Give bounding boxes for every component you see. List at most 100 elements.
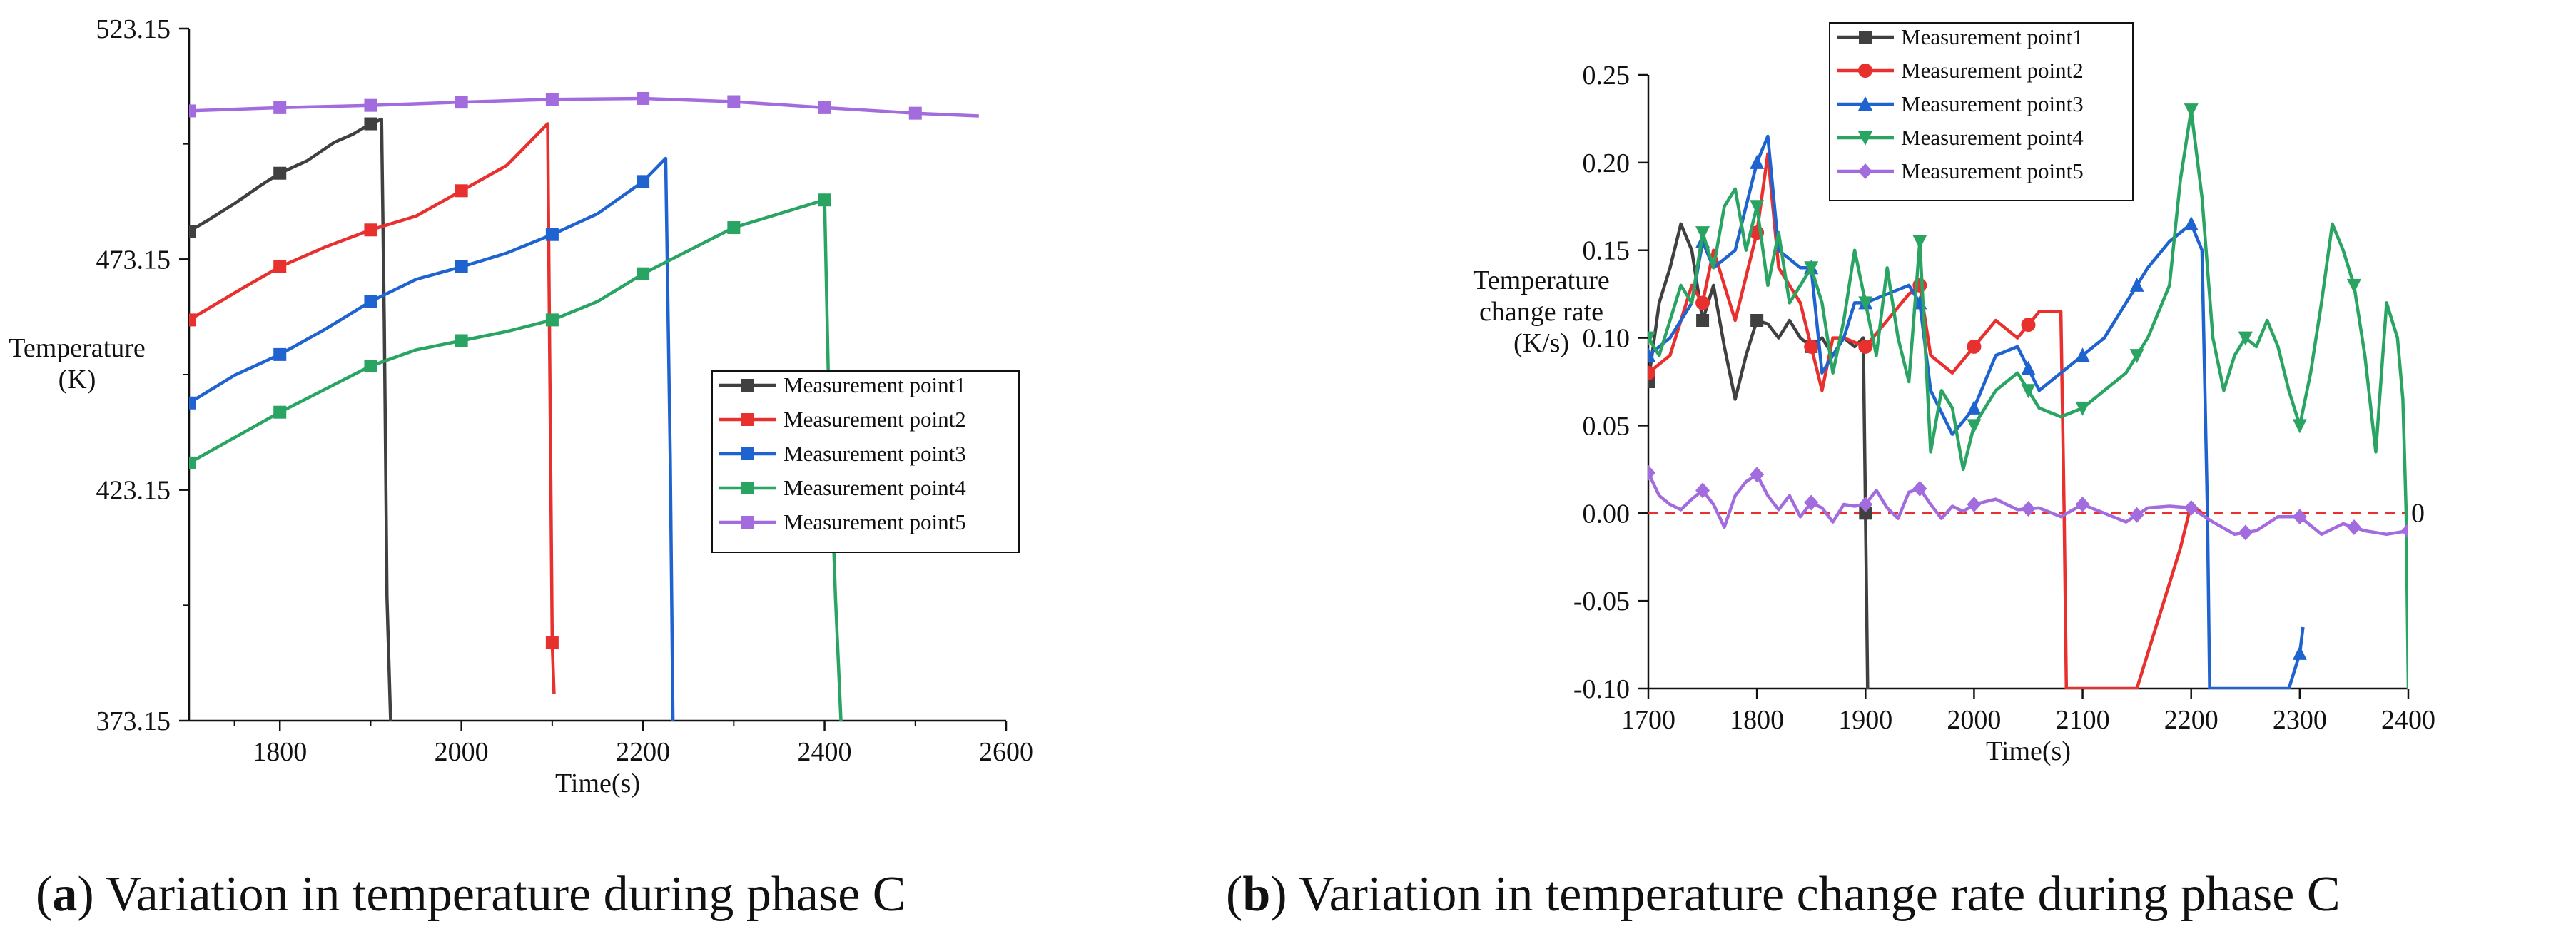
data-point-b-3 bbox=[2021, 360, 2036, 375]
data-point-b-4 bbox=[1750, 200, 1765, 215]
y-tick-label-b: 0.05 bbox=[1583, 411, 1631, 441]
chart-a: 1800 2000 2200 2400 2600 373.15 423.15 473.15 52… bbox=[9, 14, 1033, 798]
data-point-b-4 bbox=[1858, 296, 1873, 311]
legend-swatch-marker-a bbox=[741, 482, 754, 494]
legend-swatch-marker-b bbox=[1858, 163, 1872, 179]
data-point-b-4 bbox=[2184, 103, 2199, 118]
data-point-b-3 bbox=[1648, 347, 1655, 362]
legend-swatch-marker-b bbox=[1859, 31, 1872, 44]
data-point-a-5 bbox=[189, 104, 196, 118]
series-line-a-2 bbox=[189, 122, 556, 694]
data-point-b-5 bbox=[2292, 509, 2307, 525]
data-point-a-3 bbox=[637, 175, 650, 188]
data-point-b-2 bbox=[1967, 339, 1982, 354]
y-tick-label-a: 373.15 bbox=[96, 706, 171, 736]
data-point-b-2 bbox=[2021, 318, 2036, 333]
data-point-b-5 bbox=[1912, 480, 1927, 497]
y-axis-title-b: change rate bbox=[1479, 297, 1603, 327]
data-point-a-5 bbox=[455, 96, 468, 109]
data-point-b-4 bbox=[2075, 401, 2090, 416]
y-axis-title-a: Temperature bbox=[9, 333, 145, 363]
data-point-b-5 bbox=[2021, 501, 2036, 517]
legend-swatch-marker-b bbox=[1858, 64, 1872, 78]
legend-label-b-5: Measurement point5 bbox=[1901, 158, 2084, 183]
data-point-b-2 bbox=[1804, 339, 1819, 354]
y-tick-label-b: -0.10 bbox=[1573, 674, 1630, 704]
series-line-b-1 bbox=[1648, 222, 1870, 689]
legend-swatch-marker-a bbox=[741, 447, 754, 460]
data-point-b-5 bbox=[2075, 497, 2090, 512]
y-tick-label-b: 0.20 bbox=[1583, 148, 1631, 178]
legend-b: Measurement point1 Measurement point2 Meas… bbox=[1829, 22, 2134, 201]
data-point-b-2 bbox=[1858, 339, 1873, 354]
data-point-b-4 bbox=[1967, 419, 1982, 434]
x-tick-label-a: 2000 bbox=[435, 737, 489, 767]
legend-swatch-marker-a bbox=[741, 379, 754, 392]
data-point-b-4 bbox=[2346, 278, 2361, 293]
data-point-b-3 bbox=[1967, 400, 1982, 415]
x-tick-label-a: 1800 bbox=[253, 737, 307, 767]
legend-label-a-4: Measurement point4 bbox=[784, 475, 966, 500]
data-point-b-4 bbox=[1804, 261, 1819, 276]
x-tick-label-b: 1900 bbox=[1838, 705, 1892, 735]
plot-area-a bbox=[189, 91, 979, 721]
legend-label-b-3: Measurement point3 bbox=[1901, 91, 2084, 116]
data-point-a-2 bbox=[364, 223, 377, 237]
caption-b-text: Variation in temperature change rate dur… bbox=[1299, 867, 2341, 922]
data-point-b-4 bbox=[2021, 384, 2036, 399]
data-point-b-1 bbox=[1696, 314, 1710, 327]
data-point-a-5 bbox=[545, 93, 559, 106]
caption-a-text: Variation in temperature during phase C bbox=[106, 867, 906, 922]
y-axis-title-b: Temperature bbox=[1473, 265, 1609, 295]
data-point-b-3 bbox=[2292, 645, 2307, 660]
series-line-a-1 bbox=[189, 117, 392, 721]
legend-label-a-2: Measurement point2 bbox=[784, 407, 966, 432]
data-point-a-5 bbox=[727, 95, 741, 108]
y-tick-label-b: -0.05 bbox=[1573, 587, 1630, 616]
data-point-a-5 bbox=[273, 101, 287, 114]
legend-label-a-5: Measurement point5 bbox=[784, 509, 966, 534]
y-tick-label-b: 0.00 bbox=[1583, 499, 1631, 529]
data-point-b-5 bbox=[2238, 524, 2253, 541]
data-point-b-3 bbox=[2075, 347, 2090, 362]
data-point-b-5 bbox=[2184, 499, 2199, 516]
series-line-b-4 bbox=[1648, 108, 2408, 689]
legend-label-b-4: Measurement point4 bbox=[1901, 125, 2084, 150]
data-point-a-2 bbox=[189, 313, 196, 327]
data-point-b-4 bbox=[2238, 331, 2253, 346]
data-point-b-1 bbox=[1648, 375, 1655, 388]
data-point-a-4 bbox=[455, 334, 468, 347]
x-tick-label-b: 2100 bbox=[2056, 705, 2110, 735]
data-point-b-5 bbox=[1648, 465, 1655, 481]
data-point-b-5 bbox=[1858, 497, 1873, 512]
x-tick-label-b: 1800 bbox=[1730, 705, 1784, 735]
data-point-a-3 bbox=[189, 396, 196, 410]
x-tick-label-a: 2600 bbox=[979, 737, 1033, 767]
legend-label-b-1: Measurement point1 bbox=[1901, 24, 2084, 49]
data-point-a-5 bbox=[637, 91, 650, 105]
data-point-b-5 bbox=[2346, 519, 2361, 535]
data-point-a-2 bbox=[545, 636, 559, 650]
data-point-a-3 bbox=[545, 228, 559, 241]
legend-swatch-marker-a bbox=[741, 413, 754, 426]
data-point-a-4 bbox=[818, 193, 831, 207]
data-point-a-4 bbox=[189, 456, 196, 470]
legend-label-b-2: Measurement point2 bbox=[1901, 58, 2084, 83]
data-point-a-3 bbox=[455, 260, 468, 274]
data-point-a-1 bbox=[273, 166, 287, 180]
data-point-b-3 bbox=[2184, 215, 2199, 230]
caption-a: (a) Variation in temperature during phas… bbox=[36, 867, 906, 922]
x-tick-label-b: 2000 bbox=[1947, 705, 2001, 735]
data-point-b-1 bbox=[1859, 507, 1872, 520]
legend-swatch-marker-b bbox=[1858, 131, 1872, 146]
data-point-b-3 bbox=[2129, 277, 2144, 292]
x-tick-label-b: 2200 bbox=[2164, 705, 2218, 735]
y-tick-label-b: 0.15 bbox=[1583, 236, 1631, 266]
data-point-b-5 bbox=[1750, 467, 1765, 483]
y-tick-label-a: 423.15 bbox=[96, 476, 171, 506]
data-point-b-5 bbox=[2401, 522, 2408, 539]
data-point-a-1 bbox=[364, 117, 377, 131]
series-line-a-5 bbox=[189, 96, 979, 118]
x-tick-label-b: 2300 bbox=[2273, 705, 2327, 735]
x-tick-label-a: 2200 bbox=[616, 737, 670, 767]
